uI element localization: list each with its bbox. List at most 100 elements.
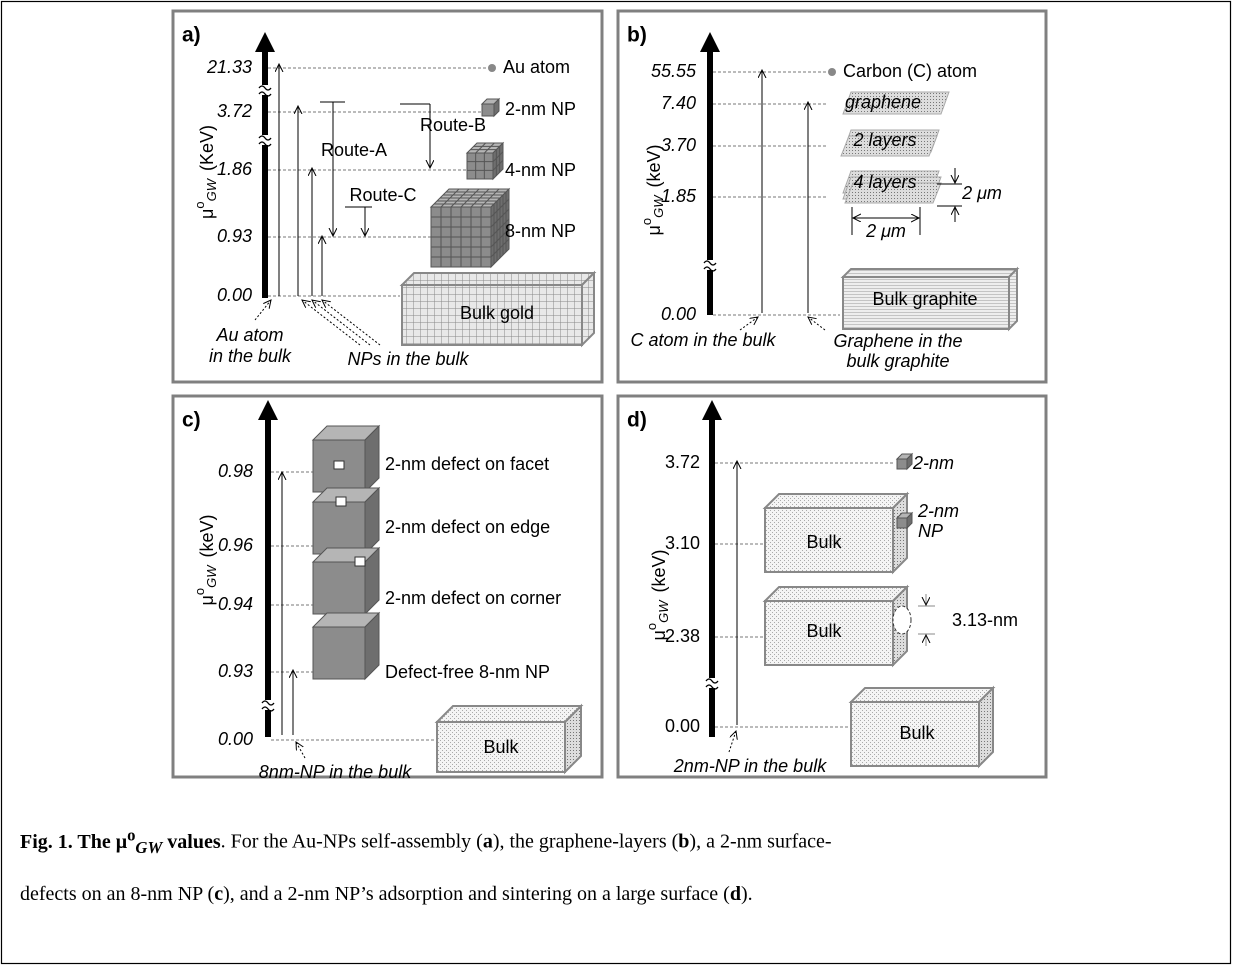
label: NP — [918, 521, 943, 541]
label: 2 μm — [865, 221, 906, 241]
sinter-neck — [893, 606, 911, 634]
label: 8nm-NP in the bulk — [259, 762, 412, 782]
caption-part: a — [483, 831, 493, 853]
label: Route-B — [420, 115, 486, 135]
line — [740, 317, 758, 330]
cube-front — [897, 459, 907, 469]
axis-sup: o — [644, 623, 659, 630]
bulk-top — [843, 269, 1017, 277]
label: 3.13-nm — [952, 610, 1018, 630]
cube-front — [313, 562, 365, 614]
bulk-side — [1009, 269, 1017, 329]
atom — [488, 64, 496, 72]
figure: a)μoGW(KeV)21.333.721.860.930.00Au atom2… — [0, 0, 1233, 966]
caption-part: d — [730, 883, 741, 905]
label: d) — [627, 409, 647, 432]
bulk-side — [979, 688, 993, 766]
label: 3.70 — [661, 135, 696, 155]
cube-front — [897, 518, 907, 528]
axis-sup: o — [192, 201, 207, 208]
label: 1.86 — [217, 159, 253, 179]
label: Bulk — [899, 723, 935, 743]
label: NPs in the bulk — [347, 349, 469, 369]
axis-unit: (keV) — [197, 514, 217, 557]
bulk-top — [765, 494, 907, 508]
caption-part: b — [678, 831, 689, 853]
label: Bulk — [806, 621, 842, 641]
label: 0.93 — [217, 226, 252, 246]
axis-mu: μ — [644, 225, 664, 235]
axis-mu: μ — [197, 595, 217, 605]
label: a) — [182, 24, 201, 47]
label: Graphene in the — [833, 331, 962, 351]
label: Route-C — [349, 185, 416, 205]
caption-part: defects on an 8-nm NP ( — [20, 883, 214, 905]
bulk-side — [893, 494, 907, 572]
line — [296, 742, 305, 758]
label: b) — [627, 24, 647, 47]
label: 4-nm NP — [505, 160, 576, 180]
bulk-top — [437, 706, 581, 722]
label: 0.00 — [665, 716, 700, 736]
label: Au atom — [215, 325, 283, 345]
label: 0.96 — [218, 535, 254, 555]
caption-part: ), a 2-nm surface- — [689, 831, 831, 853]
cube-front — [467, 153, 493, 179]
label: 0.00 — [217, 285, 252, 305]
label: C atom in the bulk — [630, 330, 776, 350]
label: 0.00 — [218, 729, 253, 749]
label: 2-nm defect on facet — [385, 454, 549, 474]
label: 2.38 — [665, 626, 700, 646]
label: Carbon (C) atom — [843, 61, 977, 81]
axis-unit: (keV) — [649, 549, 669, 592]
label: 2-nm defect on edge — [385, 517, 550, 537]
label: Bulk graphite — [872, 289, 977, 309]
label: 3.10 — [665, 533, 700, 553]
label: 2nm-NP in the bulk — [673, 756, 827, 776]
line — [312, 300, 370, 345]
axis-label: μoGW (KeV) — [192, 125, 219, 219]
axis-sub: GW — [656, 599, 671, 623]
axis-label: μoGW (keV) — [192, 514, 219, 605]
bulk-side — [582, 273, 594, 345]
label: Route-A — [321, 140, 387, 160]
label: graphene — [845, 92, 921, 112]
caption-part: Fig. 1. The μ — [20, 831, 127, 853]
label: 4 layers — [853, 172, 916, 192]
label: Bulk — [483, 737, 519, 757]
axis-sup: o — [192, 588, 207, 595]
line — [255, 300, 271, 320]
label: 2-nm — [917, 501, 959, 521]
label: 3.72 — [217, 101, 252, 121]
label: 2-nm — [912, 453, 954, 473]
axis-unit: (KeV) — [197, 125, 217, 171]
axis-sup: o — [639, 218, 654, 225]
label: c) — [182, 409, 201, 432]
label: 0.93 — [218, 661, 253, 681]
bulk-top — [851, 688, 993, 702]
caption-part: values — [162, 831, 220, 853]
label: 2 layers — [852, 130, 916, 150]
label: in the bulk — [209, 346, 292, 366]
label: 8-nm NP — [505, 221, 576, 241]
axis-arrow — [700, 32, 720, 52]
cube-front — [313, 627, 365, 679]
cube-front — [313, 502, 365, 554]
axis-mu: μ — [197, 209, 217, 219]
caption: Fig. 1. The μoGW values. For the Au-NPs … — [20, 812, 1220, 917]
label: bulk graphite — [846, 351, 949, 371]
caption-part: ). — [741, 883, 753, 905]
label: 0.00 — [661, 304, 696, 324]
label: 0.94 — [218, 594, 253, 614]
bulk-top — [765, 587, 907, 601]
label: 2-nm defect on corner — [385, 588, 561, 608]
line — [729, 731, 736, 752]
caption-part: ), the graphene-layers ( — [493, 831, 678, 853]
axis-sub: GW — [204, 177, 219, 201]
line — [808, 317, 825, 330]
defect — [336, 497, 346, 506]
axis-sub: GW — [204, 564, 219, 588]
defect — [334, 461, 344, 469]
defect — [355, 557, 365, 566]
label: 2 μm — [961, 183, 1002, 203]
